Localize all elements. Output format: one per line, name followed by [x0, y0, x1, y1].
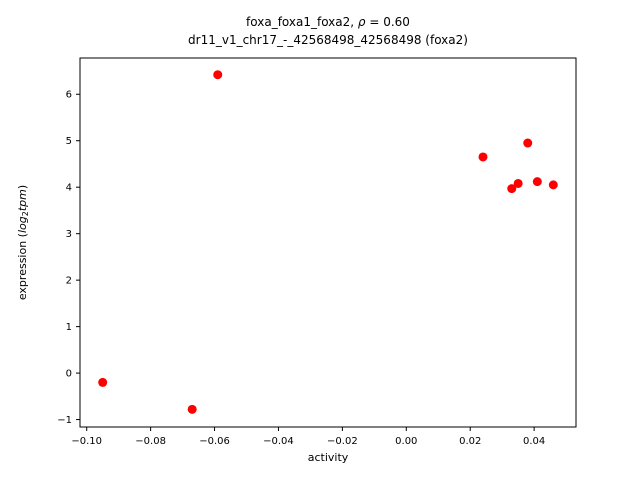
x-tick-label: −0.02 [327, 436, 358, 447]
y-tick-label: −1 [57, 415, 72, 426]
y-tick-label: 1 [66, 322, 72, 333]
y-tick-label: 6 [66, 90, 72, 101]
plot-frame [79, 57, 577, 428]
x-tick-label: −0.10 [71, 436, 102, 447]
data-point [523, 138, 533, 148]
x-tick-label: 0.04 [523, 436, 545, 447]
data-point [98, 377, 108, 387]
y-tick-label: 4 [66, 183, 72, 194]
x-tick-label: 0.02 [459, 436, 481, 447]
data-point [548, 180, 558, 190]
data-point [532, 177, 542, 187]
chart-title-line2: dr11_v1_chr17_-_42568498_42568498 (foxa2… [188, 33, 468, 47]
y-tick-label: 2 [66, 276, 72, 287]
y-tick-label: 5 [66, 136, 72, 147]
y-tick-label: 3 [66, 229, 72, 240]
data-point [478, 152, 488, 162]
x-axis-label: activity [308, 451, 349, 464]
x-tick-label: −0.08 [135, 436, 166, 447]
x-tick-label: −0.06 [199, 436, 230, 447]
data-point [213, 70, 223, 80]
y-axis-label: expression (log2tpm) [16, 185, 30, 300]
data-point [507, 184, 517, 194]
x-tick-label: −0.04 [263, 436, 294, 447]
data-point [187, 404, 197, 414]
chart-title-line1: foxa_foxa1_foxa2, ρ = 0.60 [246, 15, 410, 29]
y-tick-label: 0 [66, 369, 72, 380]
x-tick-label: 0.00 [395, 436, 417, 447]
data-point [513, 178, 523, 188]
